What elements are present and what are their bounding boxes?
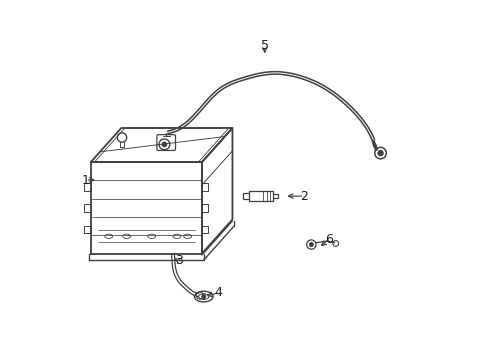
Circle shape (310, 243, 313, 246)
Circle shape (202, 295, 205, 298)
Text: 2: 2 (300, 190, 308, 203)
Text: 3: 3 (175, 254, 183, 267)
Bar (249, 192, 273, 201)
Text: 6: 6 (325, 233, 333, 246)
Circle shape (162, 142, 167, 147)
Circle shape (378, 150, 383, 156)
Text: 1: 1 (81, 174, 89, 186)
Text: 4: 4 (214, 287, 222, 300)
Text: 5: 5 (261, 39, 269, 52)
